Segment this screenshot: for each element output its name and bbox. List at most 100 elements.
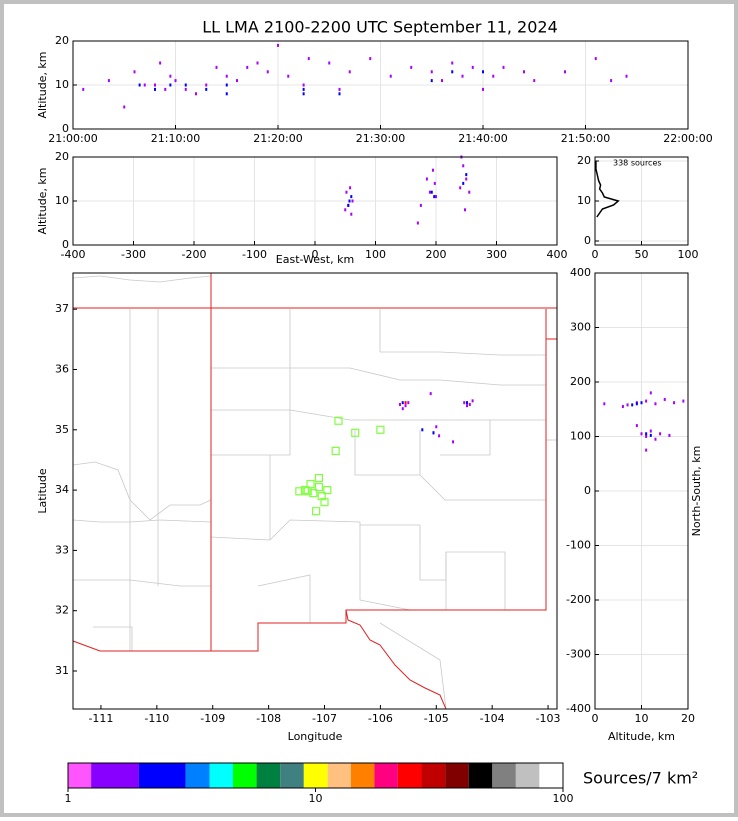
source-point	[668, 433, 671, 437]
y-tick-label: 10	[55, 194, 69, 207]
source-point	[350, 195, 353, 199]
source-point	[471, 399, 474, 403]
station	[317, 492, 326, 501]
colorbar-segment	[68, 763, 92, 788]
y-tick-label: 36	[55, 362, 69, 375]
station	[300, 485, 310, 495]
county-line	[72, 275, 212, 283]
source-point	[462, 181, 465, 185]
source-point	[430, 190, 433, 194]
colorbar-segment	[209, 763, 233, 788]
source-point	[430, 79, 433, 83]
y-tick-label: 34	[55, 483, 69, 496]
source-point	[421, 428, 424, 432]
source-point	[344, 208, 347, 212]
source-point	[459, 186, 462, 190]
source-point	[464, 208, 467, 212]
source-point	[645, 432, 648, 436]
y-tick-label: 32	[55, 604, 69, 617]
source-point	[351, 199, 354, 203]
source-point	[492, 74, 495, 78]
colorbar-segment	[515, 763, 540, 788]
source-point	[174, 79, 177, 83]
y-tick-label: -200	[566, 593, 591, 606]
source-point	[302, 87, 305, 91]
x-tick-label: 10	[635, 712, 649, 725]
x-tick-label: -104	[480, 712, 505, 725]
source-point	[338, 92, 341, 96]
source-point	[82, 87, 85, 91]
chart-title: LL LMA 2100-2200 UTC September 11, 2024	[202, 18, 558, 37]
source-point	[123, 105, 126, 109]
county-line	[72, 461, 212, 521]
y-tick-label: -300	[566, 648, 591, 661]
y-tick-label: 0	[62, 122, 69, 135]
y-tick-label: 10	[55, 78, 69, 91]
source-point	[502, 65, 505, 69]
source-point	[645, 448, 648, 452]
source-point	[626, 403, 629, 407]
station	[376, 425, 385, 434]
source-point	[307, 57, 310, 61]
x-tick-label: -109	[200, 712, 225, 725]
colorbar-segment	[256, 763, 281, 788]
y-tick-label: 20	[577, 154, 591, 167]
county-line	[210, 519, 411, 611]
colorbar-segment	[468, 763, 493, 788]
source-point	[425, 177, 428, 181]
source-point	[407, 401, 410, 405]
source-point	[404, 401, 407, 405]
source-point	[154, 83, 156, 87]
station	[323, 485, 332, 495]
county-line	[289, 309, 546, 386]
x-tick-label: -300	[121, 248, 146, 261]
county-line	[354, 430, 421, 476]
station	[334, 416, 343, 425]
source-point	[635, 402, 638, 406]
state-line	[72, 309, 547, 652]
source-point	[347, 203, 350, 207]
x-tick-label: 50	[635, 248, 649, 261]
source-point	[430, 70, 433, 74]
x-tick-label: -400	[61, 248, 86, 261]
source-point	[471, 65, 474, 69]
x-tick-label: 21:40:00	[458, 132, 507, 145]
colorbar-segment	[138, 763, 186, 788]
colorbar-segment	[327, 763, 351, 788]
source-point	[433, 195, 436, 199]
x-tick-label: 200	[426, 248, 447, 261]
y-tick-label: 33	[55, 543, 69, 556]
source-point	[205, 83, 208, 87]
y-tick-label: -100	[566, 539, 591, 552]
source-point	[348, 70, 351, 74]
y-tick-label: 0	[584, 234, 591, 247]
y-tick-label: 31	[55, 664, 69, 677]
x-tick-label: 100	[365, 248, 386, 261]
source-point	[645, 399, 648, 403]
source-point	[410, 65, 413, 69]
source-point	[461, 74, 464, 78]
state-line	[345, 609, 447, 710]
station	[314, 482, 324, 492]
source-point	[215, 65, 218, 69]
source-point	[205, 87, 208, 91]
station	[312, 507, 321, 516]
source-point	[465, 177, 468, 181]
x-tick-label: -103	[536, 712, 561, 725]
source-point	[435, 195, 437, 199]
county-line	[93, 626, 133, 651]
source-point	[635, 424, 638, 428]
source-point	[438, 434, 441, 438]
source-point	[143, 83, 146, 87]
source-point	[349, 186, 352, 190]
source-point	[463, 401, 466, 405]
source-point	[302, 92, 305, 96]
source-point	[429, 392, 432, 396]
source-point	[654, 402, 657, 406]
x-tick-label: -107	[312, 712, 337, 725]
source-point	[663, 397, 666, 401]
y-tick-label: 400	[570, 266, 591, 279]
x-tick-label: -105	[424, 712, 449, 725]
source-point	[419, 203, 422, 207]
